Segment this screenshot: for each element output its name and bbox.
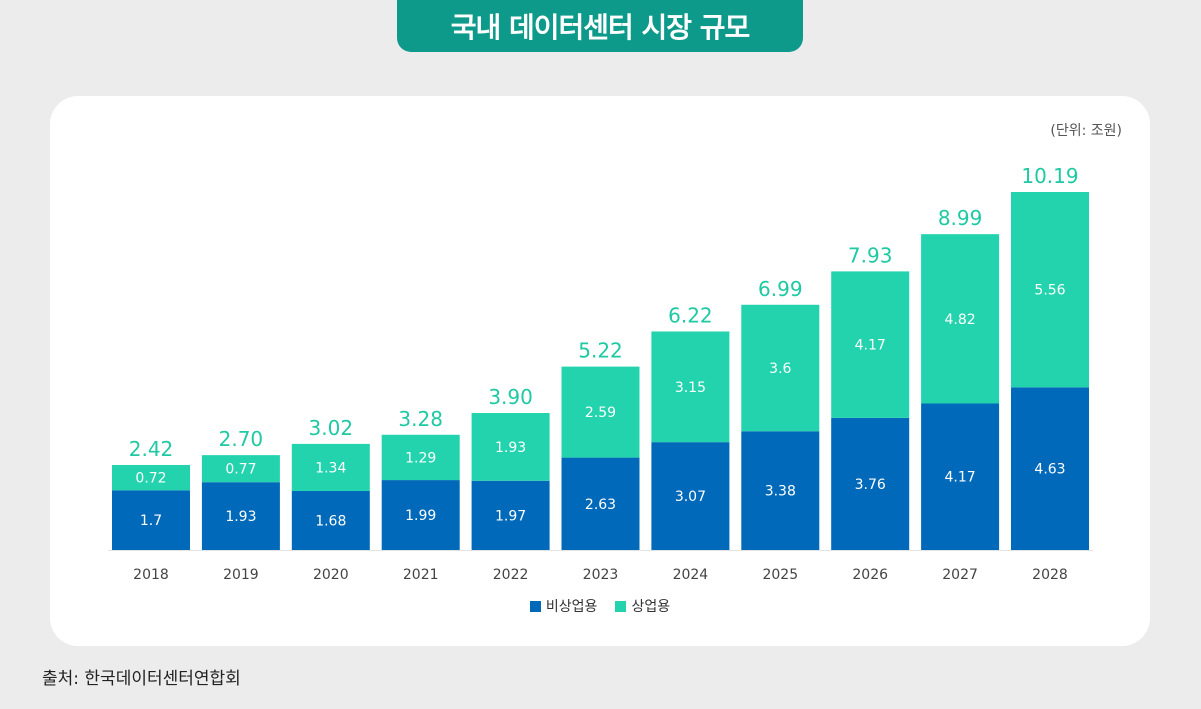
bar-non-commercial-2026 (831, 417, 910, 550)
total-label-2018: 2.42 (129, 437, 174, 461)
source-note: 출처: 한국데이터센터연합회 (42, 669, 241, 689)
value-label-commercial-2021: 1.29 (405, 450, 436, 466)
total-label-2020: 3.02 (309, 416, 354, 440)
chart-title: 국내 데이터센터 시장 규모 (397, 0, 803, 52)
bar-non-commercial-2027 (921, 403, 1000, 550)
value-label-commercial-2025: 3.6 (769, 361, 791, 377)
total-label-2025: 6.99 (758, 277, 803, 301)
bar-commercial-2027 (921, 234, 1000, 404)
total-label-2019: 2.70 (219, 427, 264, 451)
value-label-non-commercial-2023: 2.63 (585, 497, 616, 513)
legend-swatch-non-commercial (529, 600, 541, 612)
value-label-commercial-2019: 0.77 (225, 462, 256, 478)
value-label-non-commercial-2024: 3.07 (675, 489, 706, 505)
bar-commercial-2022 (471, 412, 550, 481)
total-label-2021: 3.28 (398, 407, 443, 431)
value-label-non-commercial-2025: 3.38 (765, 484, 796, 500)
x-tick-label-2018: 2018 (133, 567, 169, 583)
bar-non-commercial-2019 (201, 482, 280, 550)
x-tick-label-2028: 2028 (1032, 567, 1068, 583)
bar-commercial-2021 (381, 434, 460, 481)
x-tick-label-2019: 2019 (223, 567, 259, 583)
total-label-2022: 3.90 (488, 385, 533, 409)
legend-item-non-commercial: 비상업용 (529, 596, 598, 616)
bar-non-commercial-2022 (471, 480, 550, 550)
total-label-2027: 8.99 (938, 206, 983, 230)
legend: 비상업용 상업용 (50, 596, 1150, 616)
bar-non-commercial-2028 (1011, 387, 1089, 550)
bar-commercial-2025 (741, 304, 820, 432)
value-label-commercial-2028: 5.56 (1034, 283, 1065, 299)
value-label-non-commercial-2020: 1.68 (315, 513, 346, 529)
x-tick-label-2020: 2020 (313, 567, 349, 583)
value-label-non-commercial-2027: 4.17 (945, 470, 976, 486)
value-label-non-commercial-2026: 3.76 (855, 477, 886, 493)
value-label-commercial-2027: 4.82 (945, 312, 976, 328)
bar-non-commercial-2020 (291, 490, 370, 550)
value-label-commercial-2023: 2.59 (585, 405, 616, 421)
value-label-commercial-2020: 1.34 (315, 460, 346, 476)
bar-commercial-2024 (651, 331, 730, 443)
bar-commercial-2028 (1011, 192, 1089, 388)
chart-card: (단위: 조원) 1.7 0.72 2.42 2018 1.93 0.77 2.70 2019… (50, 96, 1150, 646)
value-label-commercial-2026: 4.17 (855, 338, 886, 354)
legend-label-commercial: 상업용 (631, 599, 671, 615)
bar-commercial-2026 (831, 271, 910, 418)
bar-commercial-2020 (291, 443, 370, 491)
value-label-non-commercial-2022: 1.97 (495, 508, 526, 524)
x-tick-label-2026: 2026 (852, 567, 888, 583)
total-label-2024: 6.22 (668, 303, 713, 327)
x-tick-label-2023: 2023 (583, 567, 619, 583)
x-tick-label-2022: 2022 (493, 567, 529, 583)
bar-chart: 1.7 0.72 2.42 2018 1.93 0.77 2.70 2019 1.68 1.34 3… (108, 164, 1093, 583)
total-label-2026: 7.93 (848, 243, 893, 267)
bar-non-commercial-2023 (561, 457, 640, 550)
x-tick-label-2024: 2024 (673, 567, 709, 583)
bar-commercial-2023 (561, 366, 640, 458)
x-tick-label-2021: 2021 (403, 567, 439, 583)
value-label-non-commercial-2028: 4.63 (1034, 462, 1065, 478)
bar-commercial-2018 (112, 464, 190, 491)
total-label-2028: 10.19 (1021, 164, 1078, 188)
value-label-non-commercial-2018: 1.7 (140, 513, 162, 529)
unit-label: (단위: 조원) (1050, 123, 1122, 139)
bar-non-commercial-2021 (381, 480, 460, 550)
total-label-2023: 5.22 (578, 339, 623, 363)
x-tick-label-2027: 2027 (942, 567, 978, 583)
value-label-non-commercial-2021: 1.99 (405, 508, 436, 524)
value-label-commercial-2018: 0.72 (135, 471, 166, 487)
legend-swatch-commercial (615, 600, 627, 612)
legend-label-non-commercial: 비상업용 (545, 599, 598, 615)
value-label-non-commercial-2019: 1.93 (225, 509, 256, 525)
legend-item-commercial: 상업용 (615, 596, 670, 616)
x-tick-label-2025: 2025 (762, 567, 798, 583)
bar-non-commercial-2018 (112, 490, 190, 550)
bar-commercial-2019 (201, 455, 280, 483)
value-label-commercial-2024: 3.15 (675, 380, 706, 396)
value-label-commercial-2022: 1.93 (495, 440, 526, 456)
bar-non-commercial-2025 (741, 431, 820, 550)
bar-non-commercial-2024 (651, 442, 730, 550)
